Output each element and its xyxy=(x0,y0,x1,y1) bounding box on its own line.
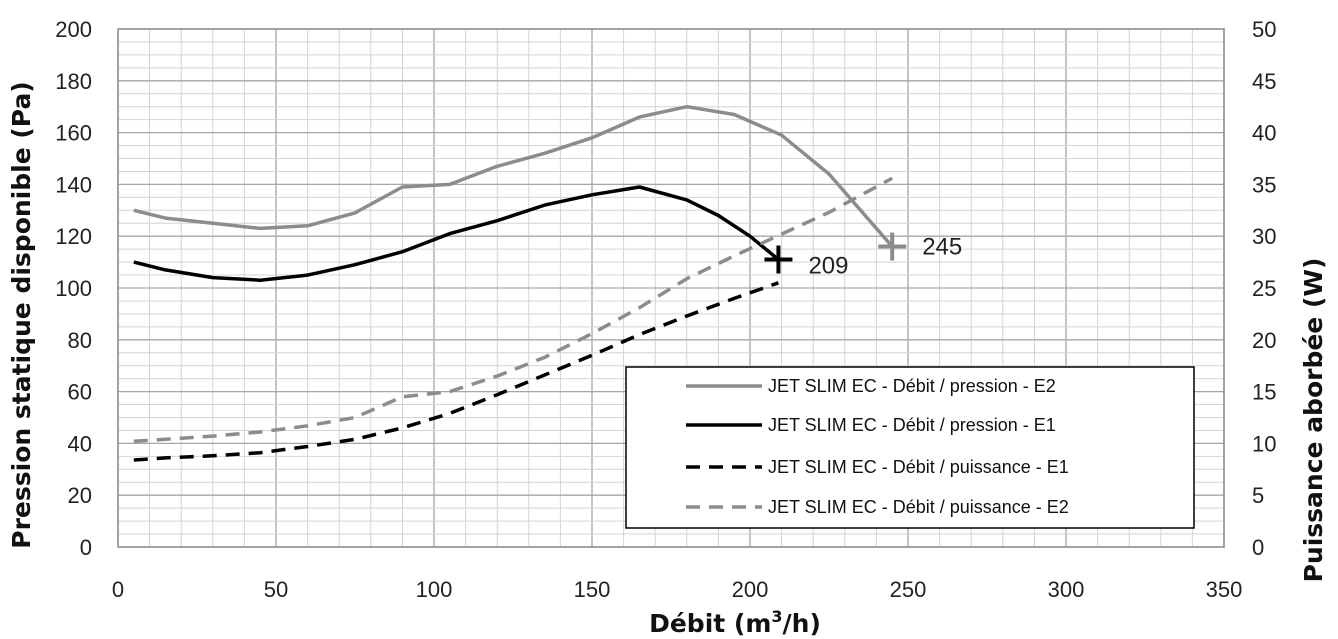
y2-tick-label: 15 xyxy=(1252,380,1276,405)
x-tick-label: 150 xyxy=(574,577,611,602)
legend: JET SLIM EC - Débit / pression - E2 JET S… xyxy=(625,366,1195,529)
y2-tick-label: 20 xyxy=(1252,328,1276,353)
x-axis-ticks: 0 50 100 150 200 250 300 350 xyxy=(112,577,1242,602)
y-tick-label: 120 xyxy=(55,224,92,249)
y2-tick-label: 40 xyxy=(1252,121,1276,146)
x-tick-label: 50 xyxy=(264,577,288,602)
legend-label: JET SLIM EC - Débit / pression - E2 xyxy=(768,376,1056,396)
y2-tick-label: 50 xyxy=(1252,17,1276,42)
legend-label: JET SLIM EC - Débit / pression - E1 xyxy=(768,415,1056,435)
y-tick-label: 40 xyxy=(68,431,92,456)
x-axis-title: Débit (m3/h) xyxy=(649,607,821,638)
y2-tick-label: 45 xyxy=(1252,69,1276,94)
y2-axis-ticks: 0 5 10 15 20 25 30 35 40 45 50 xyxy=(1252,17,1276,560)
x-tick-label: 350 xyxy=(1206,577,1243,602)
plot-border xyxy=(117,28,1225,548)
y-tick-label: 160 xyxy=(55,121,92,146)
y-axis-title: Pression statique disponible (Pa) xyxy=(7,81,36,548)
y2-tick-label: 25 xyxy=(1252,276,1276,301)
legend-label: JET SLIM EC - Débit / puissance - E1 xyxy=(768,457,1069,477)
y-axis-ticks: 0 20 40 60 80 100 120 140 160 180 200 xyxy=(55,17,92,560)
y2-axis-title: Puissance aborbée (W) xyxy=(1299,258,1328,583)
x-tick-label: 200 xyxy=(732,577,769,602)
legend-label: JET SLIM EC - Débit / puissance - E2 xyxy=(768,497,1069,517)
x-tick-label: 0 xyxy=(112,577,124,602)
markers-group: 209 245 xyxy=(764,232,962,280)
series-line-2 xyxy=(133,185,780,282)
y-tick-label: 140 xyxy=(55,172,92,197)
series-group xyxy=(133,104,894,462)
y2-tick-label: 5 xyxy=(1252,483,1264,508)
x-tick-label: 250 xyxy=(890,577,927,602)
series-line-1 xyxy=(133,104,894,248)
series-line-3 xyxy=(133,281,779,462)
x-tick-label: 300 xyxy=(1048,577,1085,602)
y-tick-label: 180 xyxy=(55,69,92,94)
y-tick-label: 0 xyxy=(80,535,92,560)
end-marker-2 xyxy=(878,232,907,261)
y-tick-label: 20 xyxy=(68,483,92,508)
y-tick-label: 100 xyxy=(55,276,92,301)
y-tick-label: 80 xyxy=(68,328,92,353)
y2-tick-label: 10 xyxy=(1252,431,1276,456)
y2-tick-label: 30 xyxy=(1252,224,1276,249)
x-tick-label: 100 xyxy=(416,577,453,602)
series-line-4 xyxy=(133,176,894,444)
end-marker-1 xyxy=(764,245,793,274)
y2-tick-label: 0 xyxy=(1252,535,1264,560)
y2-tick-label: 35 xyxy=(1252,172,1276,197)
legend-box xyxy=(625,366,1195,529)
y-tick-label: 60 xyxy=(68,380,92,405)
end-marker-label: 245 xyxy=(922,234,962,261)
end-marker-label: 209 xyxy=(808,253,848,280)
y-tick-label: 200 xyxy=(55,17,92,42)
